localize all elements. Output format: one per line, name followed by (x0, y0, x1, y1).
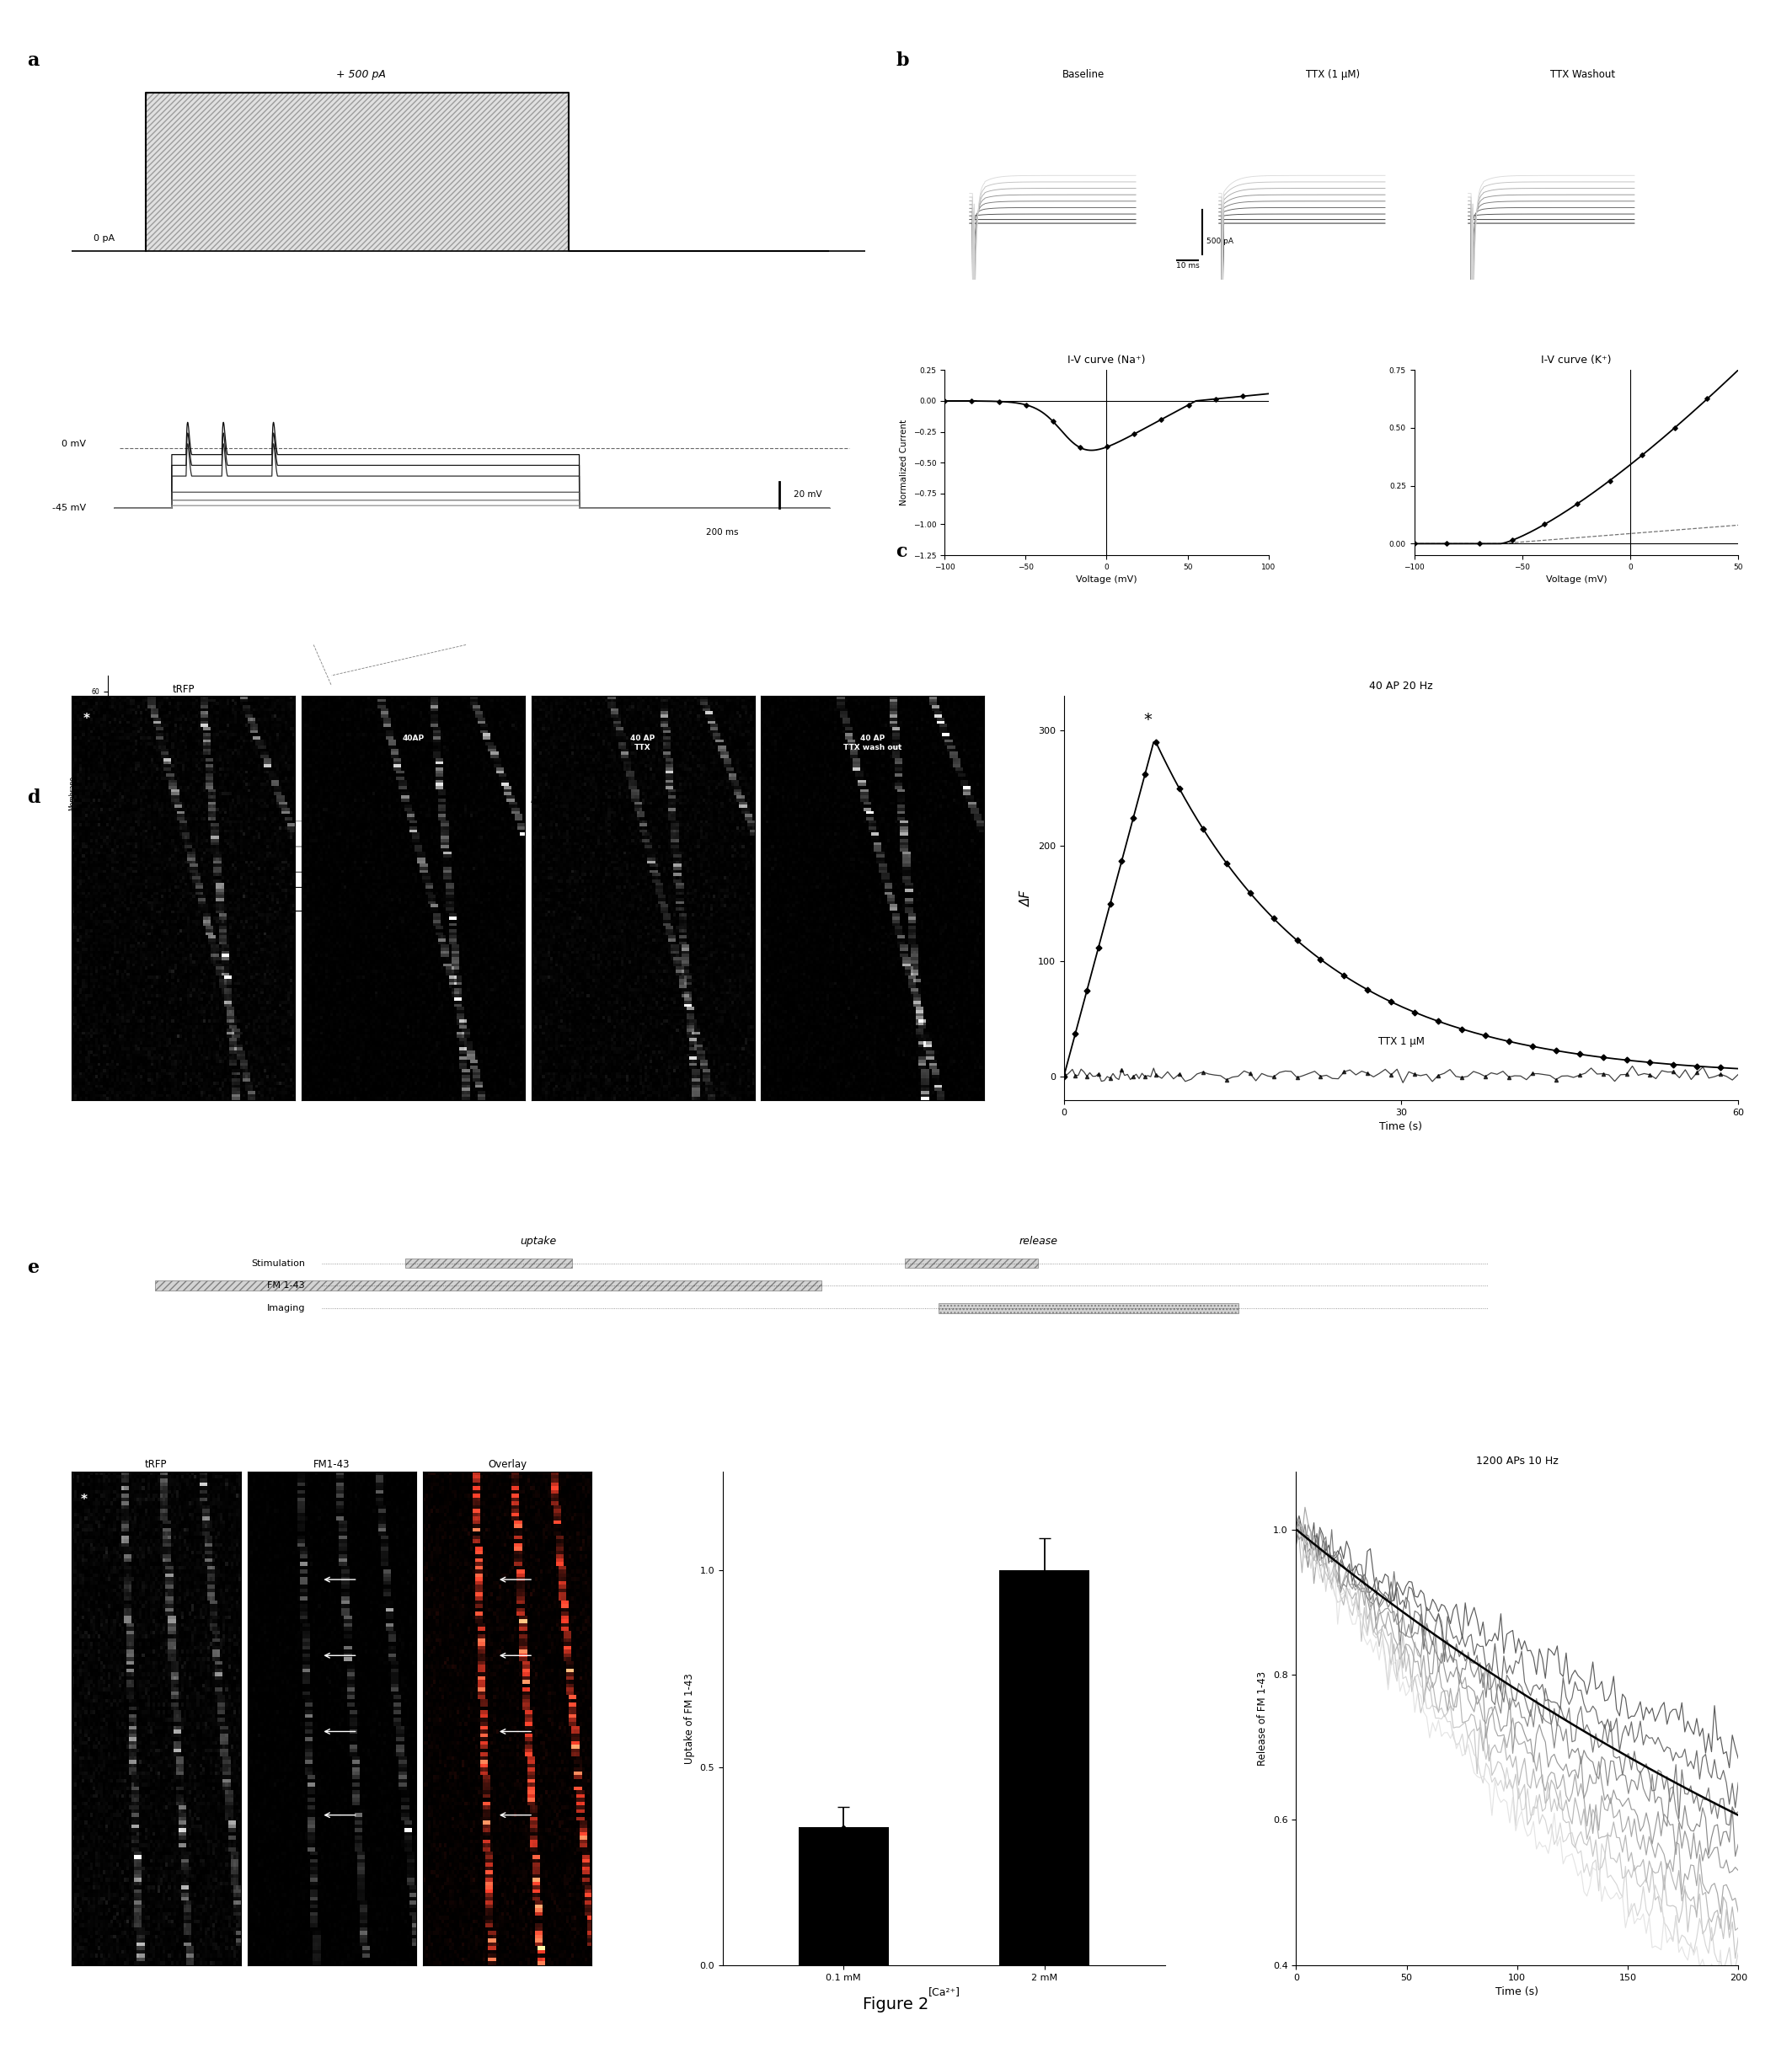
Text: Fluo-2: Fluo-2 (530, 794, 563, 804)
Text: 40 AP
TTX: 40 AP TTX (631, 735, 656, 751)
Text: a: a (27, 51, 39, 70)
Bar (905, 1259, 1038, 1269)
Text: Imaging: Imaging (267, 1304, 305, 1312)
Text: TTX Washout: TTX Washout (1550, 70, 1615, 80)
Bar (939, 1304, 1238, 1312)
Bar (405, 1259, 572, 1269)
Text: *: * (81, 1494, 88, 1507)
Text: release: release (1020, 1236, 1057, 1247)
Y-axis label: Uptake of FM 1-43: Uptake of FM 1-43 (685, 1672, 695, 1765)
Text: -45 mV: -45 mV (52, 504, 86, 512)
X-axis label: [Ca²⁺]: [Ca²⁺] (928, 1986, 961, 1998)
X-axis label: Time (s): Time (s) (1496, 1986, 1539, 1998)
Text: TTX 1 μM: TTX 1 μM (1378, 1036, 1425, 1048)
Bar (797, 1826, 889, 1965)
Text: Stimulation: Stimulation (251, 1259, 305, 1267)
Title: Overlay: Overlay (487, 1460, 527, 1470)
Text: b: b (896, 51, 909, 70)
Text: 40 AP
TTX wash out: 40 AP TTX wash out (844, 735, 901, 751)
X-axis label: Voltage (mV): Voltage (mV) (1075, 575, 1138, 583)
Y-axis label: ΔF: ΔF (1020, 890, 1032, 907)
Text: 200 ms: 200 ms (706, 528, 738, 536)
Title: 40 AP 20 Hz: 40 AP 20 Hz (1369, 680, 1434, 692)
X-axis label: Time (s): Time (s) (1380, 1122, 1423, 1132)
Text: c: c (896, 542, 907, 561)
Text: 20 mV: 20 mV (794, 491, 823, 499)
Y-axis label: Normalized Current: Normalized Current (900, 420, 909, 506)
Text: d: d (27, 788, 39, 807)
X-axis label: Time (ms): Time (ms) (197, 931, 233, 940)
Text: + 500 pA: + 500 pA (337, 70, 385, 80)
Text: Figure 2: Figure 2 (864, 1996, 928, 2012)
Text: FM 1-43: FM 1-43 (267, 1281, 305, 1290)
Text: Baseline: Baseline (1063, 70, 1106, 80)
Text: 10 ms: 10 ms (1176, 262, 1199, 270)
Text: TTX (1 μM): TTX (1 μM) (1306, 70, 1360, 80)
Bar (1000, 1570, 1090, 1965)
Text: 500 pA: 500 pA (1206, 237, 1233, 246)
Text: 40AP: 40AP (401, 735, 425, 743)
Text: *: * (84, 712, 90, 725)
Title: tRFP: tRFP (172, 684, 194, 696)
Title: I-V curve (K⁺): I-V curve (K⁺) (1541, 354, 1611, 366)
Y-axis label: Membrane
Voltage (mV): Membrane Voltage (mV) (68, 772, 84, 815)
Title: FM1-43: FM1-43 (314, 1460, 349, 1470)
Title: 1200 APs 10 Hz: 1200 APs 10 Hz (1477, 1455, 1559, 1468)
Text: 0 mV: 0 mV (61, 440, 86, 448)
Text: 0 pA: 0 pA (93, 235, 115, 244)
Bar (154, 1281, 821, 1290)
Text: *: * (1143, 712, 1152, 729)
Text: uptake: uptake (520, 1236, 557, 1247)
Title: I-V curve (Na⁺): I-V curve (Na⁺) (1068, 354, 1145, 366)
X-axis label: Voltage (mV): Voltage (mV) (1546, 575, 1607, 583)
Y-axis label: Release of FM 1-43: Release of FM 1-43 (1258, 1670, 1269, 1765)
Title: tRFP: tRFP (145, 1460, 167, 1470)
Text: e: e (27, 1259, 39, 1277)
